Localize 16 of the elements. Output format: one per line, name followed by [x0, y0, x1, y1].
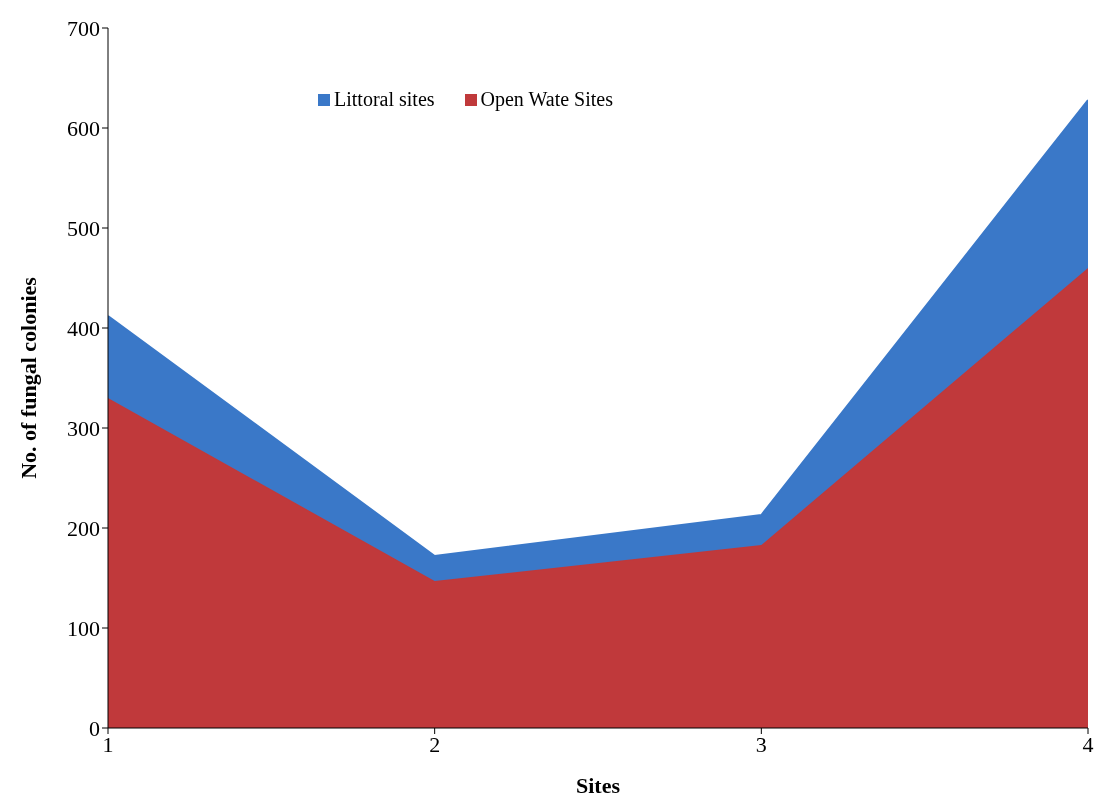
y-tick-label: 700 [67, 15, 100, 41]
legend-label: Littoral sites [334, 88, 435, 111]
x-tick-label: 3 [755, 731, 767, 757]
y-tick-label: 600 [67, 115, 100, 141]
y-axis-title: No. of fungal colonies [15, 276, 41, 479]
x-axis-title: Sites [576, 773, 621, 798]
y-tick-label: 100 [67, 615, 100, 641]
y-tick-label: 0 [89, 715, 100, 741]
x-tick-label: 4 [1082, 731, 1094, 757]
legend-label: Open Wate Sites [480, 88, 613, 111]
x-tick-label: 2 [429, 731, 441, 757]
y-tick-label: 400 [67, 315, 100, 341]
y-tick-label: 300 [67, 415, 100, 441]
x-tick-label: 1 [102, 731, 114, 757]
y-tick-label: 200 [67, 515, 100, 541]
y-tick-label: 500 [67, 215, 100, 241]
